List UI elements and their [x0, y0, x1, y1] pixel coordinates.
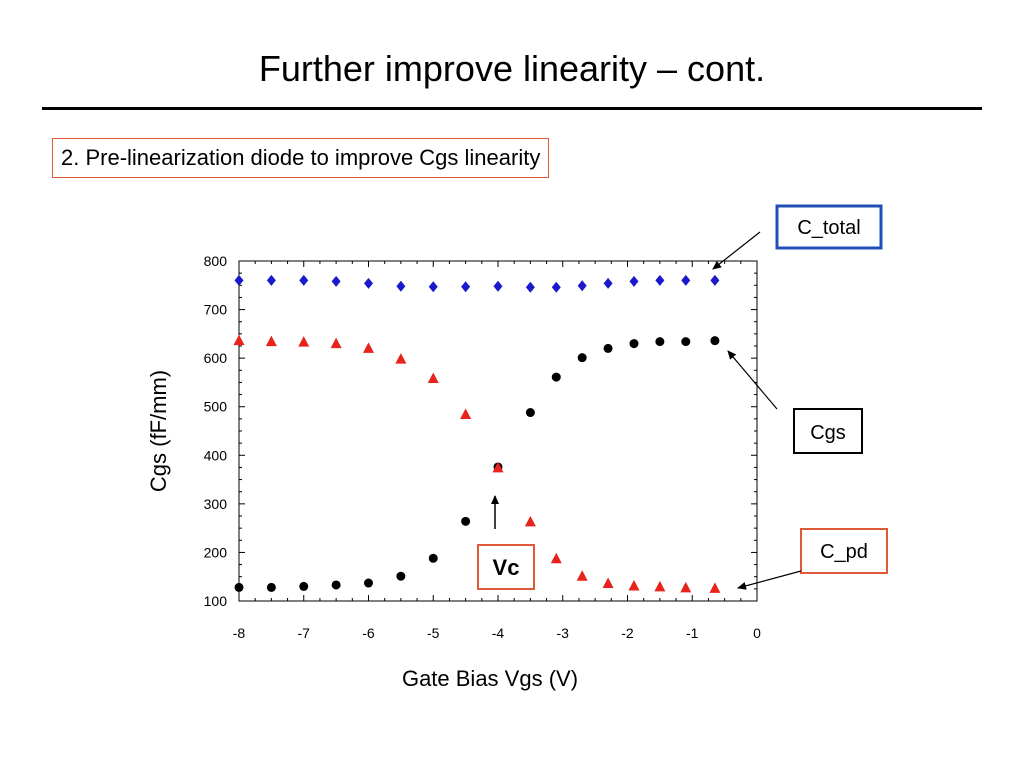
c-total-callout-label: C_total [797, 217, 860, 239]
c-total-point [234, 274, 244, 286]
data-marks [233, 274, 721, 593]
c-total-point [629, 275, 639, 287]
c-pd-callout-box [800, 528, 888, 574]
c-total-point [603, 277, 613, 289]
c-pd-point [709, 582, 721, 593]
c-total-point [493, 280, 503, 292]
c-total-point [364, 277, 373, 289]
x-tick-label: -3 [557, 625, 570, 641]
c-pd-callout-arrow [737, 570, 802, 590]
slide-title: Further improve linearity – cont. [258, 48, 766, 89]
c-total-point [299, 274, 309, 286]
c-pd-point [602, 577, 614, 589]
cgs-callout-label: Cgs [810, 422, 846, 444]
vc-callout-box [477, 544, 535, 590]
c-pd-point [363, 342, 374, 353]
c-pd-point [550, 552, 562, 564]
cgs-callout-arrow [727, 350, 778, 410]
x-tick-label: -1 [686, 625, 699, 641]
c-pd-point [654, 580, 666, 592]
axis-ticks [238, 260, 758, 602]
cgs-point [331, 580, 341, 590]
c-pd-point [576, 570, 588, 581]
c-total-point [461, 281, 471, 293]
cgs-point [710, 336, 720, 346]
y-axis-title: Cgs (fF/mm) [146, 370, 171, 492]
c-total-point [681, 274, 691, 286]
x-tick-label: -4 [492, 625, 505, 641]
c-total-point [655, 274, 665, 286]
cgs-point [525, 408, 535, 418]
c-pd-point [265, 335, 277, 347]
cgs-point [396, 571, 406, 581]
y-tick-label: 500 [204, 399, 228, 415]
c-total-point [710, 274, 720, 286]
c-pd-point [330, 337, 342, 349]
c-total-point [428, 281, 438, 293]
cgs-point [551, 372, 561, 382]
c-pd-callout-label: C_pd [820, 541, 868, 563]
y-tick-label: 300 [204, 496, 228, 512]
c-total-callout-box [775, 204, 883, 250]
y-tick-label: 800 [204, 253, 228, 269]
c-total-point [577, 280, 587, 292]
c-total-point [331, 275, 341, 287]
title-divider [42, 107, 982, 110]
x-tick-label: 0 [753, 625, 761, 641]
cgs-callout-box [793, 408, 863, 454]
c-pd-point [492, 461, 504, 473]
x-tick-label: -6 [362, 625, 375, 641]
cgs-point [364, 578, 373, 588]
c-pd-point [460, 408, 472, 419]
x-axis-title: Gate Bias Vgs (V) [402, 666, 578, 691]
x-tick-label: -2 [621, 625, 634, 641]
vc-callout-label: Vc [493, 555, 520, 580]
cgs-point [603, 343, 613, 353]
y-tick-label: 100 [204, 593, 228, 609]
y-tick-label: 600 [204, 350, 228, 366]
cgs-point [266, 582, 276, 592]
cgs-point [299, 581, 309, 591]
c-pd-point [524, 515, 536, 527]
cgs-point [461, 516, 471, 526]
c-total-callout-arrow [712, 231, 761, 270]
y-tick-label: 700 [204, 302, 228, 318]
cgs-point [234, 582, 244, 592]
c-pd-point [628, 579, 640, 591]
y-tick-label: 200 [204, 544, 228, 560]
cgs-point [629, 339, 639, 349]
x-tick-label: -5 [427, 625, 440, 641]
cgs-point [428, 553, 438, 563]
tick-labels: -8 -7 -6 -5 -4 -3 -2 -1 0 100 200 300 400 500 600 700 80… [204, 253, 761, 641]
cgs-point [655, 337, 665, 347]
c-total-point [266, 274, 276, 286]
c-total-point [551, 281, 561, 293]
x-tick-label: -8 [233, 625, 246, 641]
c-pd-point [298, 336, 310, 347]
c-pd-point [233, 334, 245, 346]
y-tick-label: 400 [204, 447, 228, 463]
x-tick-label: -7 [298, 625, 311, 641]
cgs-point [681, 337, 691, 347]
c-pd-point [427, 372, 439, 384]
c-pd-point [680, 581, 692, 593]
c-total-point [525, 281, 535, 293]
c-pd-point [395, 353, 407, 364]
c-total-point [396, 280, 406, 292]
cgs-point [577, 353, 587, 363]
subtitle-box: 2. Pre-linearization diode to improve Cg… [52, 138, 550, 178]
